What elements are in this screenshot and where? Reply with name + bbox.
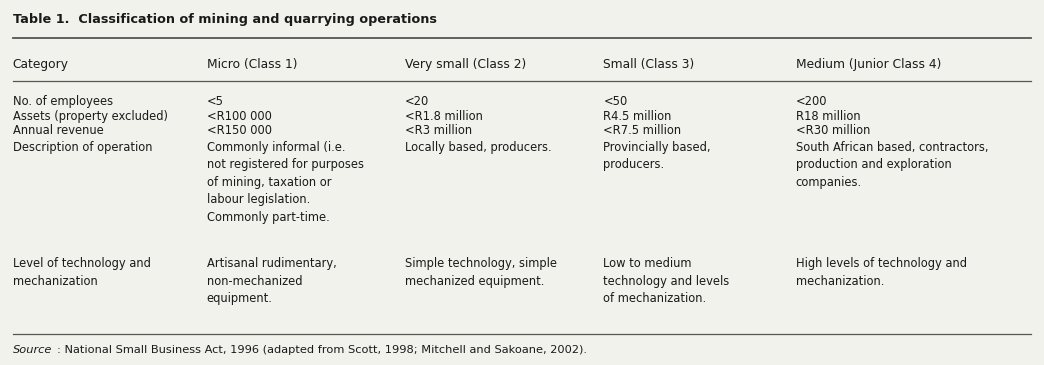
Text: <50: <50 (603, 95, 627, 108)
Text: Small (Class 3): Small (Class 3) (603, 58, 694, 72)
Text: : National Small Business Act, 1996 (adapted from Scott, 1998; Mitchell and Sako: : National Small Business Act, 1996 (ada… (57, 345, 588, 355)
Text: Table 1.  Classification of mining and quarrying operations: Table 1. Classification of mining and qu… (13, 13, 436, 26)
Text: Annual revenue: Annual revenue (13, 124, 103, 137)
Text: Source: Source (13, 345, 52, 355)
Text: Low to medium
technology and levels
of mechanization.: Low to medium technology and levels of m… (603, 257, 730, 306)
Text: <R150 000: <R150 000 (207, 124, 271, 137)
Text: Medium (Junior Class 4): Medium (Junior Class 4) (796, 58, 941, 72)
Text: South African based, contractors,
production and exploration
companies.: South African based, contractors, produc… (796, 141, 988, 189)
Text: R18 million: R18 million (796, 110, 860, 123)
Text: Artisanal rudimentary,
non-mechanized
equipment.: Artisanal rudimentary, non-mechanized eq… (207, 257, 336, 306)
Text: Very small (Class 2): Very small (Class 2) (405, 58, 526, 72)
Text: Commonly informal (i.e.
not registered for purposes
of mining, taxation or
labou: Commonly informal (i.e. not registered f… (207, 141, 363, 223)
Text: Micro (Class 1): Micro (Class 1) (207, 58, 298, 72)
Text: <20: <20 (405, 95, 429, 108)
Text: <R1.8 million: <R1.8 million (405, 110, 483, 123)
Text: Description of operation: Description of operation (13, 141, 152, 154)
Text: <5: <5 (207, 95, 223, 108)
Text: <R100 000: <R100 000 (207, 110, 271, 123)
Text: Provincially based,
producers.: Provincially based, producers. (603, 141, 711, 171)
Text: <200: <200 (796, 95, 827, 108)
Text: Assets (property excluded): Assets (property excluded) (13, 110, 167, 123)
Text: Simple technology, simple
mechanized equipment.: Simple technology, simple mechanized equ… (405, 257, 557, 288)
Text: R4.5 million: R4.5 million (603, 110, 671, 123)
Text: Locally based, producers.: Locally based, producers. (405, 141, 551, 154)
Text: <R30 million: <R30 million (796, 124, 870, 137)
Text: Level of technology and
mechanization: Level of technology and mechanization (13, 257, 150, 288)
Text: <R7.5 million: <R7.5 million (603, 124, 682, 137)
Text: No. of employees: No. of employees (13, 95, 113, 108)
Text: High levels of technology and
mechanization.: High levels of technology and mechanizat… (796, 257, 967, 288)
Text: Category: Category (13, 58, 69, 72)
Text: <R3 million: <R3 million (405, 124, 472, 137)
